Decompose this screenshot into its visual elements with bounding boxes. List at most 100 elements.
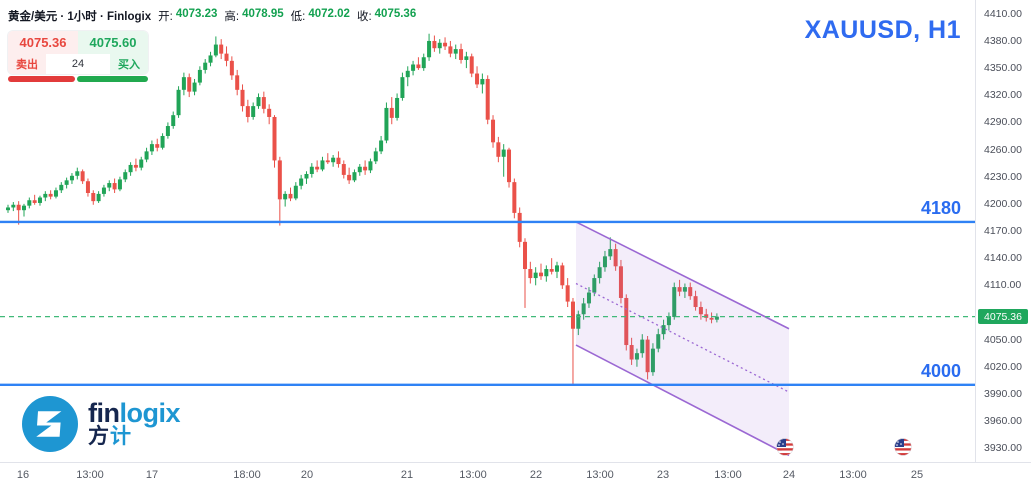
candle-body [325, 160, 330, 163]
candle-body [53, 190, 58, 197]
brand-text: finlogix 方计 [88, 400, 181, 448]
candle-body [336, 157, 341, 165]
candle-body [613, 249, 618, 267]
candle-body [91, 192, 96, 202]
sentiment-strength-bar [8, 76, 148, 82]
channel-top-line[interactable] [575, 221, 790, 330]
candle-body [501, 149, 506, 157]
candle-body [48, 193, 53, 197]
brand-watermark: finlogix 方计 [22, 396, 181, 452]
candle-body [475, 73, 480, 85]
candle-body [682, 287, 687, 292]
symbol-title[interactable]: 黄金/美元 · 1小时 · Finlogix [8, 11, 152, 23]
candle-body [128, 164, 133, 173]
candle-body [533, 272, 538, 279]
candle-body [6, 207, 10, 211]
candle-body [347, 174, 352, 181]
candle-body [75, 171, 80, 176]
buy-price-button[interactable]: 4075.60 [78, 31, 148, 54]
candle-body [560, 265, 565, 286]
candle-body [469, 56, 474, 74]
candle-body [554, 265, 559, 272]
candle-body [187, 77, 192, 92]
sell-label[interactable]: 卖出 [8, 54, 46, 74]
candle-body [27, 200, 32, 206]
candle-body [37, 197, 42, 203]
quote-widget: 4075.36 4075.60 卖出 24 买入 [8, 31, 148, 74]
candle-body [672, 287, 677, 317]
candle-body [107, 183, 112, 188]
chart-symbol-annotation: XAUUSD, H1 [804, 16, 961, 44]
candle-body [677, 287, 682, 292]
candle-body [16, 204, 21, 211]
candle-body [379, 140, 384, 152]
time-tick-label: 13:00 [839, 469, 867, 481]
time-tick-label: 22 [529, 469, 543, 481]
candle-body [602, 256, 607, 268]
buy-label[interactable]: 买入 [110, 54, 148, 74]
candle-body [272, 116, 277, 161]
price-tick-label: 4110.00 [984, 279, 1022, 292]
candle-body [165, 126, 170, 136]
candle-body [331, 157, 336, 163]
candle-body [656, 334, 661, 349]
candle-body [608, 249, 613, 257]
candle-body [320, 160, 325, 170]
candle-body [101, 187, 106, 194]
time-tick-label: 21 [400, 469, 414, 481]
time-tick-label: 13:00 [76, 469, 104, 481]
candle-body [384, 107, 389, 141]
time-axis[interactable]: 16 13:00 17 18:00 20 21 13:00 22 13:00 23 13:00 24 1… [0, 462, 1031, 486]
price-tick-label: 4230.00 [984, 170, 1022, 183]
price-tick-label: 4170.00 [984, 225, 1022, 237]
candle-body [32, 200, 37, 203]
time-tick-label: 25 [910, 469, 924, 481]
candle-body [368, 161, 373, 171]
candlestick-plot[interactable] [0, 0, 975, 462]
price-tick-label: 3990.00 [984, 387, 1022, 400]
candle-body [485, 78, 490, 120]
candle-body [181, 77, 186, 90]
candle-body [491, 119, 496, 143]
ohlc-high: 高: 4078.95 [224, 8, 284, 23]
channel-bottom-line[interactable] [575, 344, 790, 457]
candle-body [698, 307, 703, 315]
time-tick-label: 13:00 [714, 469, 742, 481]
brand-cn-blue: 计 [110, 425, 132, 448]
price-tick-label: 4050.00 [984, 333, 1022, 346]
candle-body [80, 171, 85, 182]
sell-price-button[interactable]: 4075.36 [8, 31, 78, 54]
candle-body [395, 97, 400, 118]
candle-body [283, 193, 288, 200]
candle-body [448, 46, 453, 54]
candle-body [634, 353, 639, 360]
candle-body [640, 339, 645, 354]
candle-body [43, 193, 48, 198]
candle-body [240, 89, 245, 107]
price-axis[interactable]: 4075.36 4410.00 4380.00 4350.00 4320.00 4290… [975, 0, 1031, 462]
candle-body [69, 175, 74, 181]
candle-body [709, 317, 714, 320]
candle-body [197, 69, 202, 83]
candle-body [714, 316, 719, 320]
candle-body [288, 193, 293, 199]
candle-body [507, 149, 512, 183]
candle-body [261, 97, 266, 109]
hourglass-z-icon [36, 411, 62, 437]
candle-body [629, 345, 634, 360]
candle-body [341, 164, 346, 175]
time-tick-label: 24 [782, 469, 796, 481]
candle-body [421, 57, 426, 69]
candle-body [117, 179, 122, 190]
candle-body [618, 266, 623, 298]
candle-body [123, 172, 128, 180]
candle-body [192, 82, 197, 92]
candle-body [661, 325, 666, 335]
candle-body [400, 77, 405, 98]
candle-body [139, 159, 144, 168]
price-tick-label: 4260.00 [984, 143, 1022, 156]
candle-body [496, 142, 501, 157]
us-flag-icon [776, 438, 794, 456]
channel-fill[interactable] [576, 221, 789, 456]
